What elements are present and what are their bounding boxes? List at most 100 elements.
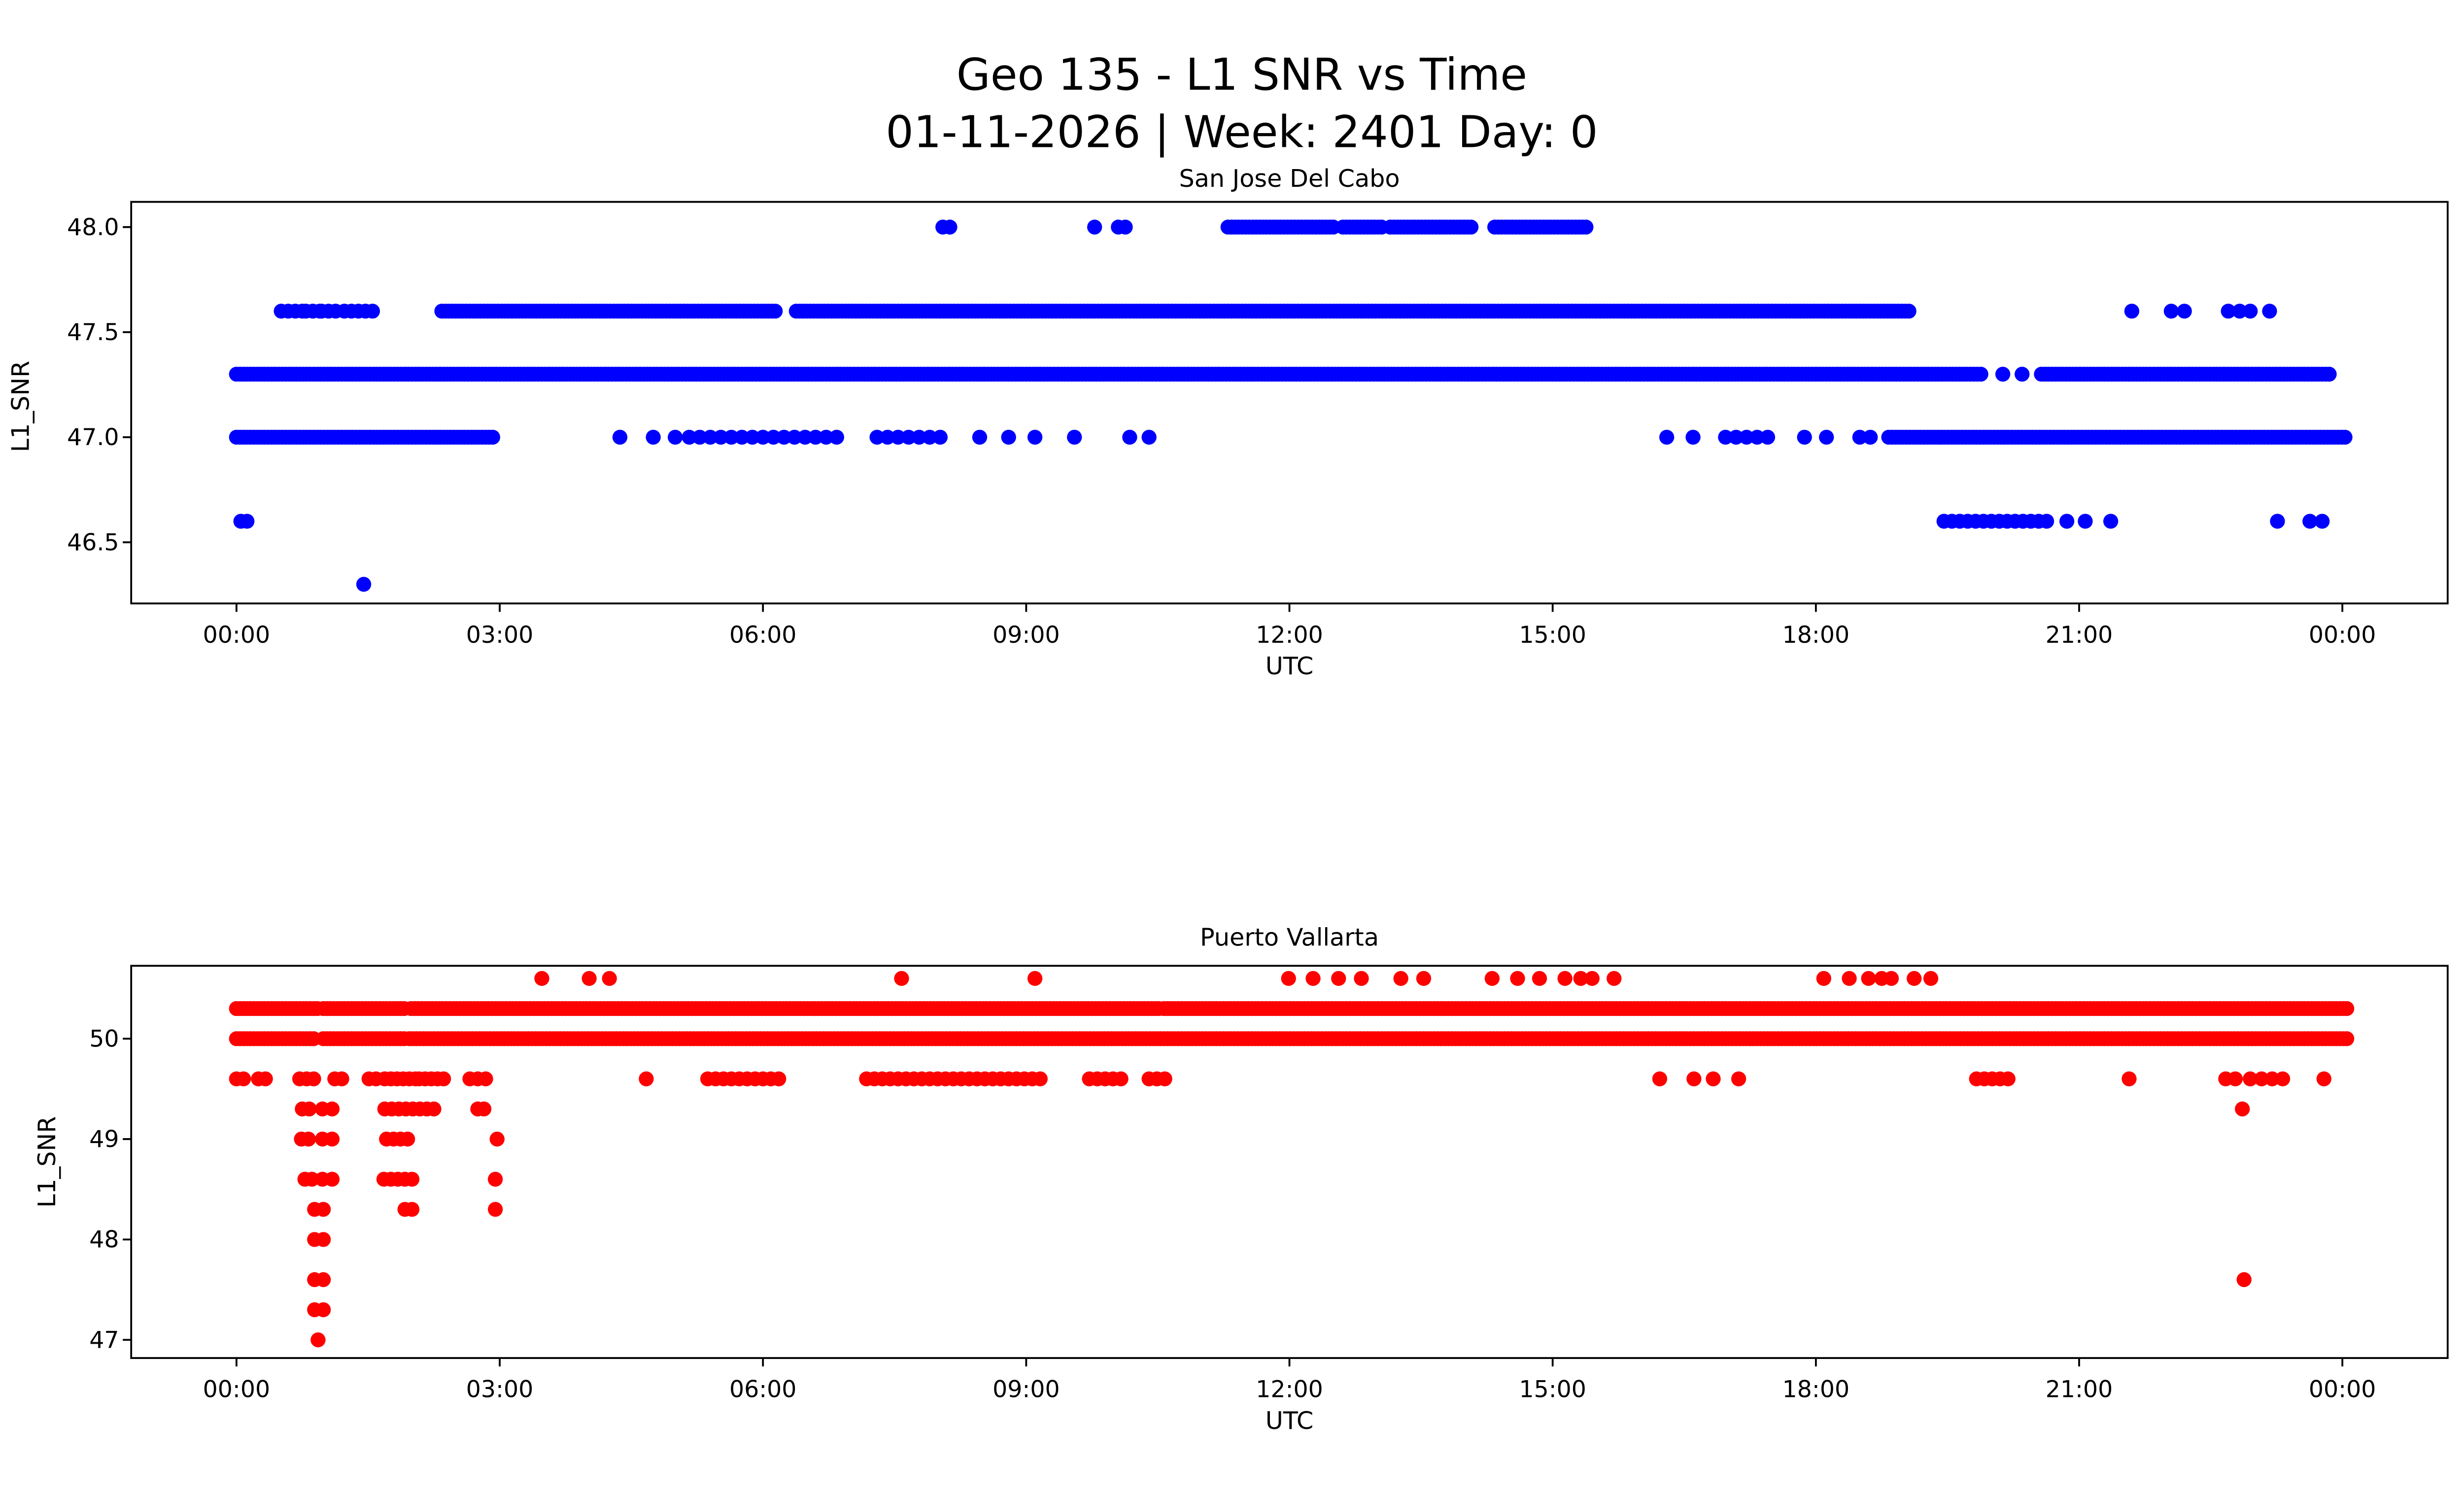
scatter-dot bbox=[304, 1172, 320, 1187]
bottom-axes-title: Puerto Vallarta bbox=[1200, 923, 1379, 952]
scatter-dot bbox=[2270, 514, 2285, 529]
scatter-dot bbox=[911, 429, 927, 445]
scatter-dot bbox=[476, 1101, 492, 1116]
scatter-dot bbox=[766, 429, 781, 445]
scatter-dot bbox=[404, 1172, 420, 1187]
scatter-dot bbox=[426, 1101, 442, 1116]
scatter-dot bbox=[315, 1272, 331, 1287]
scatter-dot bbox=[703, 429, 718, 445]
scatter-dot bbox=[771, 1071, 787, 1086]
scatter-dot bbox=[1731, 1071, 1746, 1086]
scatter-dot bbox=[1686, 1071, 1702, 1086]
top-scatter-series-snr-46.6 bbox=[233, 514, 2330, 529]
bottom-x-tick-label: 21:00 bbox=[2046, 1376, 2113, 1403]
scatter-dot bbox=[534, 971, 549, 986]
scatter-dot bbox=[1706, 1071, 1721, 1086]
bottom-scatter-series-snr-50.6 bbox=[534, 971, 1939, 986]
scatter-dot bbox=[2015, 366, 2030, 382]
scatter-dot bbox=[1141, 429, 1157, 445]
scatter-dot bbox=[942, 219, 958, 235]
scatter-dot bbox=[2232, 304, 2247, 319]
scatter-dot bbox=[2039, 514, 2054, 529]
scatter-dot bbox=[1532, 971, 1547, 986]
scatter-dot bbox=[400, 1131, 415, 1147]
top-plot-border bbox=[130, 201, 2449, 605]
scatter-dot bbox=[1973, 366, 1988, 382]
scatter-dot bbox=[2078, 514, 2093, 529]
scatter-dot bbox=[787, 429, 802, 445]
scatter-dot bbox=[2322, 366, 2337, 382]
top-x-tick-label: 12:00 bbox=[1256, 622, 1323, 649]
scatter-dot bbox=[315, 1302, 331, 1318]
top-scatter-series-snr-47 bbox=[229, 429, 2353, 445]
top-y-tick-label: 46.5 bbox=[67, 529, 119, 556]
bottom-x-tick-label: 15:00 bbox=[1519, 1376, 1586, 1403]
scatter-dot bbox=[2243, 1071, 2258, 1086]
scatter-dot bbox=[1032, 1071, 1048, 1086]
scatter-dot bbox=[240, 514, 255, 529]
bottom-x-tick-label: 00:00 bbox=[2309, 1376, 2376, 1403]
scatter-dot bbox=[1584, 971, 1600, 986]
scatter-dot bbox=[1718, 429, 1733, 445]
top-y-tick-label: 47.0 bbox=[67, 424, 119, 451]
scatter-dot bbox=[2262, 304, 2277, 319]
scatter-dot bbox=[1907, 971, 1922, 986]
scatter-dot bbox=[1797, 429, 1812, 445]
scatter-dot bbox=[1416, 971, 1432, 986]
top-axes: San Jose Del Cabo UTC L1_SNR 00:00 03:00 0… bbox=[6, 164, 2449, 680]
scatter-dot bbox=[1463, 219, 1479, 235]
top-axes-title: San Jose Del Cabo bbox=[1179, 164, 1400, 193]
scatter-dot bbox=[306, 1071, 321, 1086]
top-scatter-series-snr-47.6 bbox=[274, 304, 2277, 319]
scatter-dot bbox=[356, 577, 372, 592]
bottom-x-tick-label: 18:00 bbox=[1782, 1376, 1849, 1403]
scatter-dot bbox=[2243, 304, 2258, 319]
top-x-tick-label: 00:00 bbox=[2309, 622, 2376, 649]
scatter-dot bbox=[489, 1131, 505, 1147]
scatter-dot bbox=[1331, 971, 1346, 986]
scatter-dot bbox=[922, 429, 937, 445]
scatter-dot bbox=[1578, 219, 1594, 235]
bottom-scatter-series-snr-50 bbox=[229, 1031, 2355, 1046]
scatter-dot bbox=[2227, 1071, 2243, 1086]
scatter-dot bbox=[2103, 514, 2119, 529]
scatter-dot bbox=[310, 1332, 326, 1348]
scatter-dot bbox=[1607, 971, 1622, 986]
scatter-dot bbox=[2163, 304, 2179, 319]
top-xaxis-label: UTC bbox=[1266, 652, 1314, 680]
top-scatter-series-snr-46.3 bbox=[356, 577, 372, 592]
scatter-dot bbox=[1573, 971, 1588, 986]
scatter-dot bbox=[1001, 429, 1016, 445]
scatter-dot bbox=[667, 429, 683, 445]
scatter-dot bbox=[1852, 429, 1868, 445]
scatter-dot bbox=[776, 429, 792, 445]
bottom-x-tick-label: 12:00 bbox=[1256, 1376, 1323, 1403]
scatter-dot bbox=[1305, 971, 1321, 986]
top-scatter-series-snr-47.3 bbox=[229, 366, 2337, 382]
scatter-dot bbox=[1739, 429, 1754, 445]
top-x-tick-label: 21:00 bbox=[2046, 622, 2113, 649]
scatter-dot bbox=[829, 429, 844, 445]
scatter-dot bbox=[880, 429, 895, 445]
scatter-dot bbox=[890, 429, 906, 445]
bottom-scatter-series-snr-50.3 bbox=[229, 1001, 2355, 1016]
scatter-dot bbox=[487, 1172, 503, 1187]
scatter-dot bbox=[2316, 1071, 2331, 1086]
bottom-y-tick-label: 48 bbox=[89, 1226, 119, 1253]
scatter-dot bbox=[1027, 971, 1043, 986]
scatter-dot bbox=[1510, 971, 1525, 986]
scatter-dot bbox=[478, 1071, 493, 1086]
scatter-dot bbox=[755, 429, 771, 445]
bottom-y-tick-label: 50 bbox=[89, 1025, 119, 1052]
bottom-scatter-series-snr-49.3 bbox=[295, 1101, 2250, 1116]
scatter-dot bbox=[2315, 514, 2330, 529]
bottom-yaxis-label: L1_SNR bbox=[33, 1116, 61, 1208]
scatter-dot bbox=[723, 429, 739, 445]
bottom-scatter-series-snr-48.6 bbox=[297, 1172, 503, 1187]
bottom-plot-area: 00:00 03:00 06:00 09:00 12:00 15:00 18:00 21:00… bbox=[89, 965, 2449, 1403]
bottom-x-tick-label: 09:00 bbox=[992, 1376, 1060, 1403]
bottom-scatter-series-snr-47.6 bbox=[307, 1272, 2252, 1287]
scatter-dot bbox=[2339, 1031, 2355, 1046]
